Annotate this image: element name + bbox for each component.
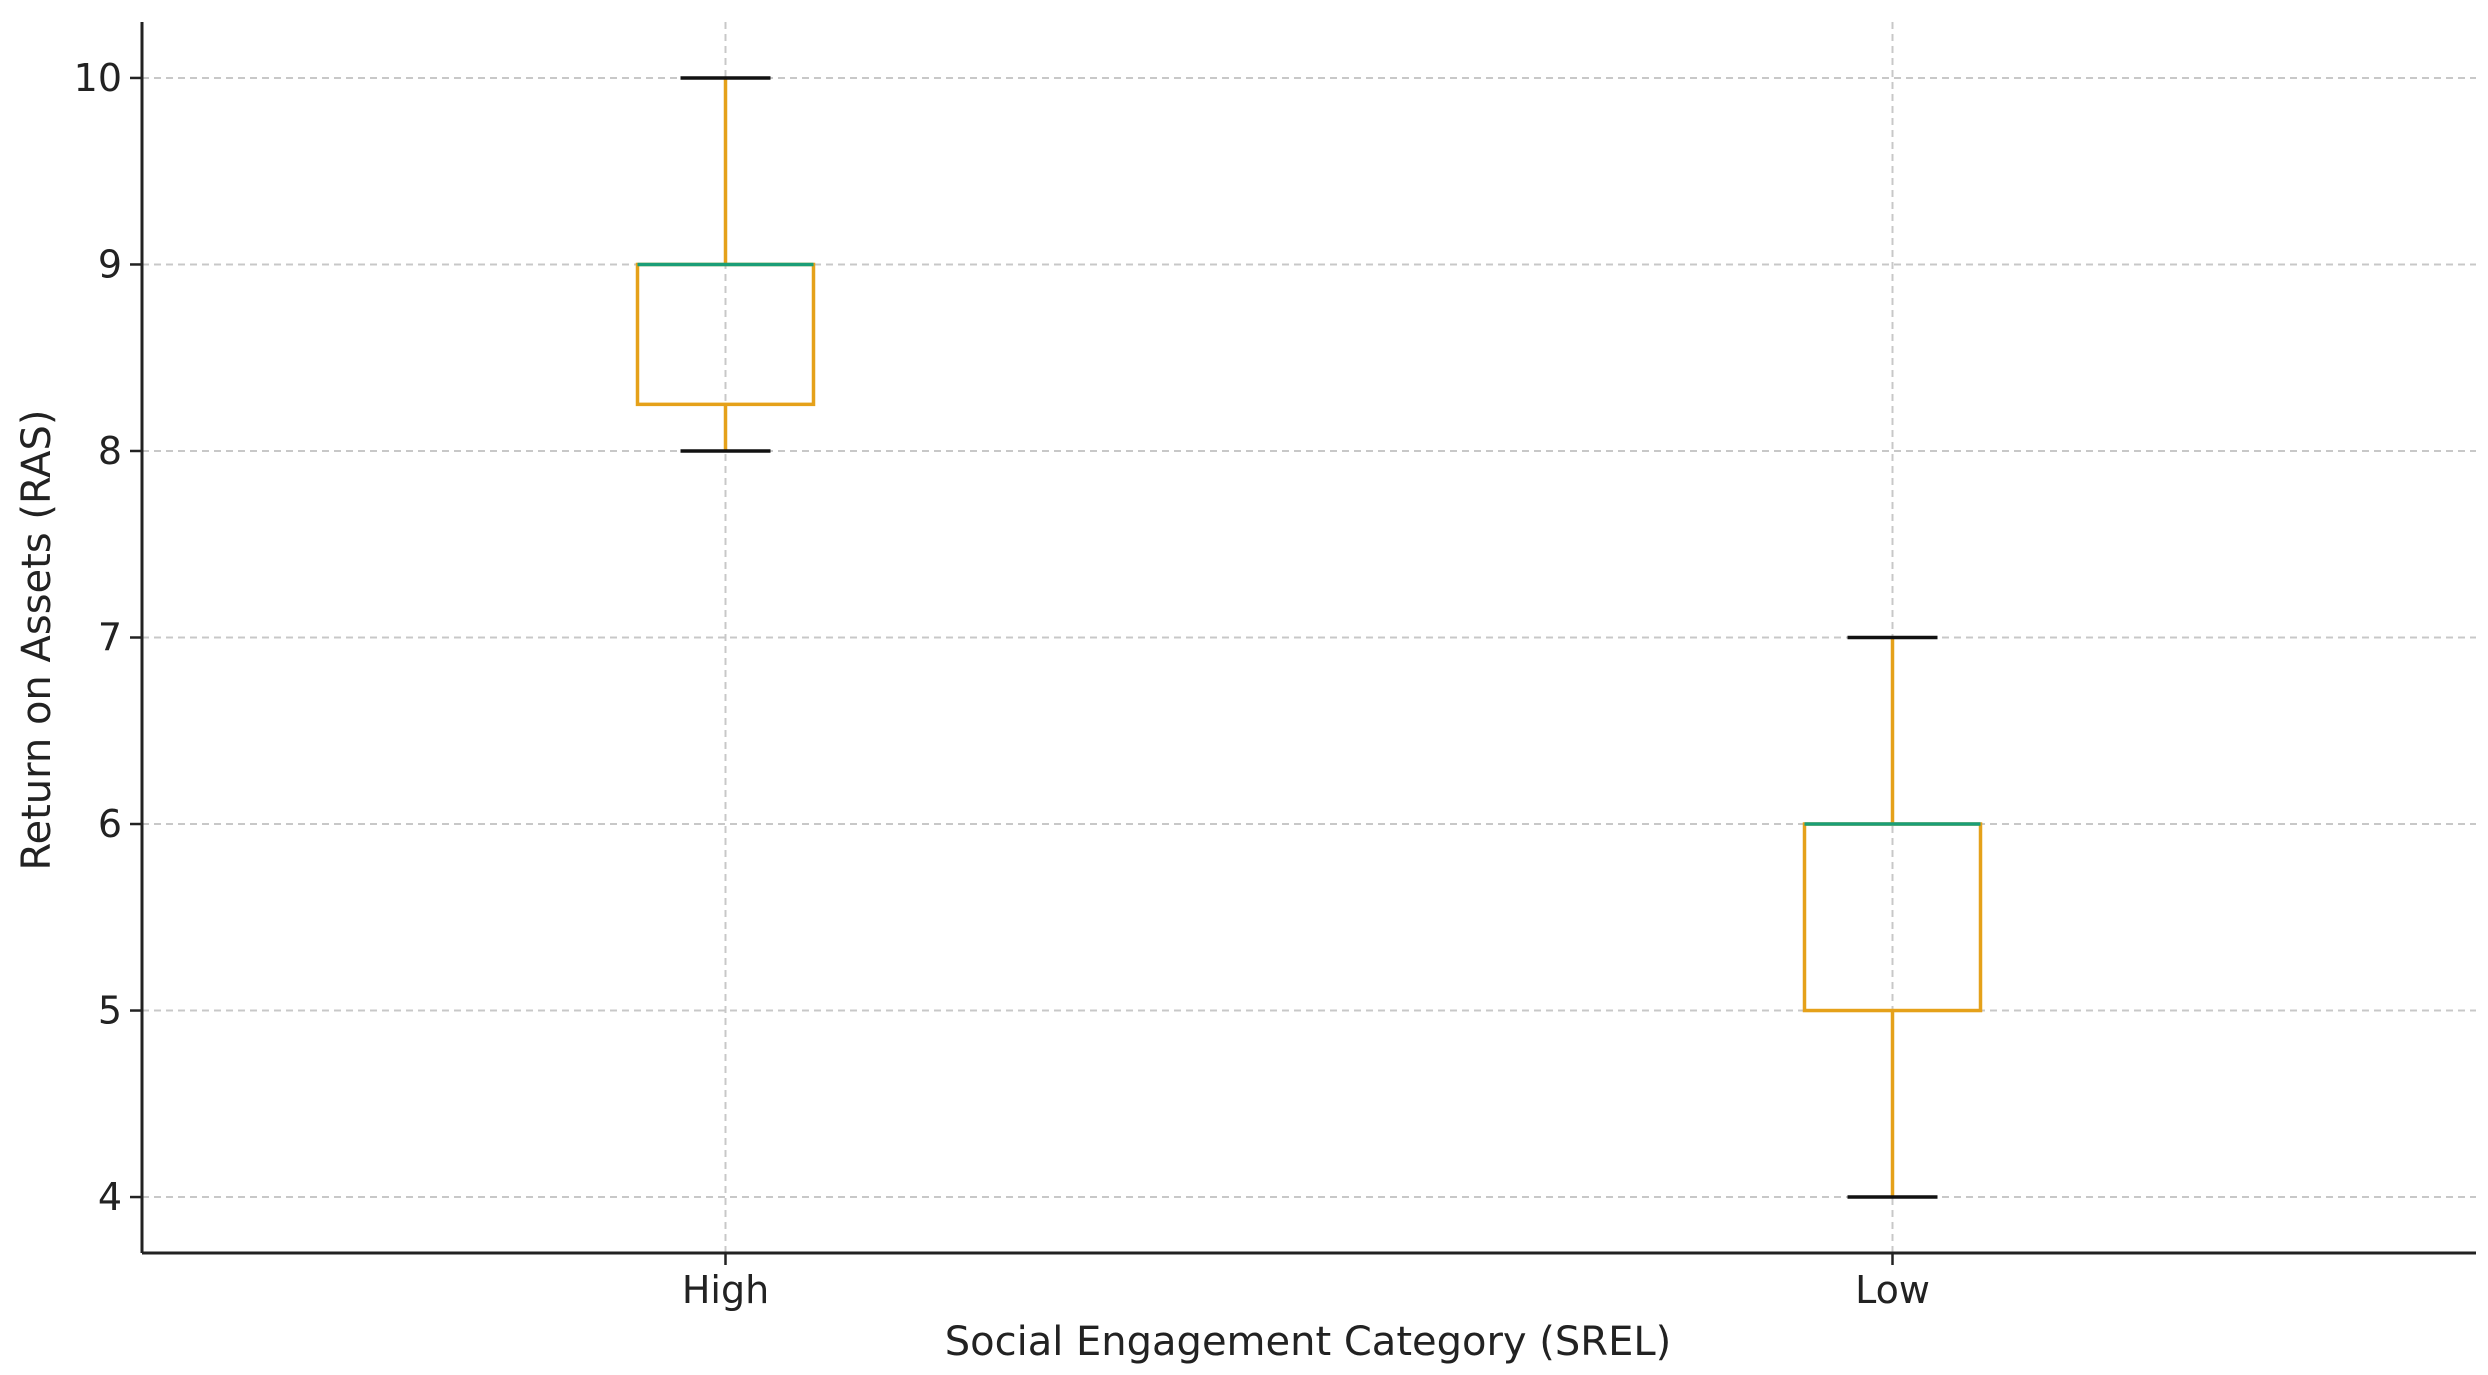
y-tick-label-5: 5 (98, 989, 122, 1033)
y-tick-label-4: 4 (98, 1175, 122, 1219)
y-tick-label-8: 8 (98, 429, 122, 473)
y-tick-label-10: 10 (74, 56, 122, 100)
x-axis-label: Social Engagement Category (SREL) (945, 1319, 1672, 1365)
x-tick-label-high: High (682, 1268, 769, 1312)
y-axis-label: Return on Assets (RAS) (14, 409, 60, 870)
x-tick-label-low: Low (1855, 1268, 1930, 1312)
y-tick-label-6: 6 (98, 802, 122, 846)
y-tick-label-7: 7 (98, 616, 122, 660)
gridlines (142, 22, 2476, 1253)
box-layer (635, 76, 1983, 1199)
ticks: 4 5 6 7 8 9 10 High Low (74, 56, 1930, 1312)
y-tick-label-9: 9 (98, 242, 122, 286)
